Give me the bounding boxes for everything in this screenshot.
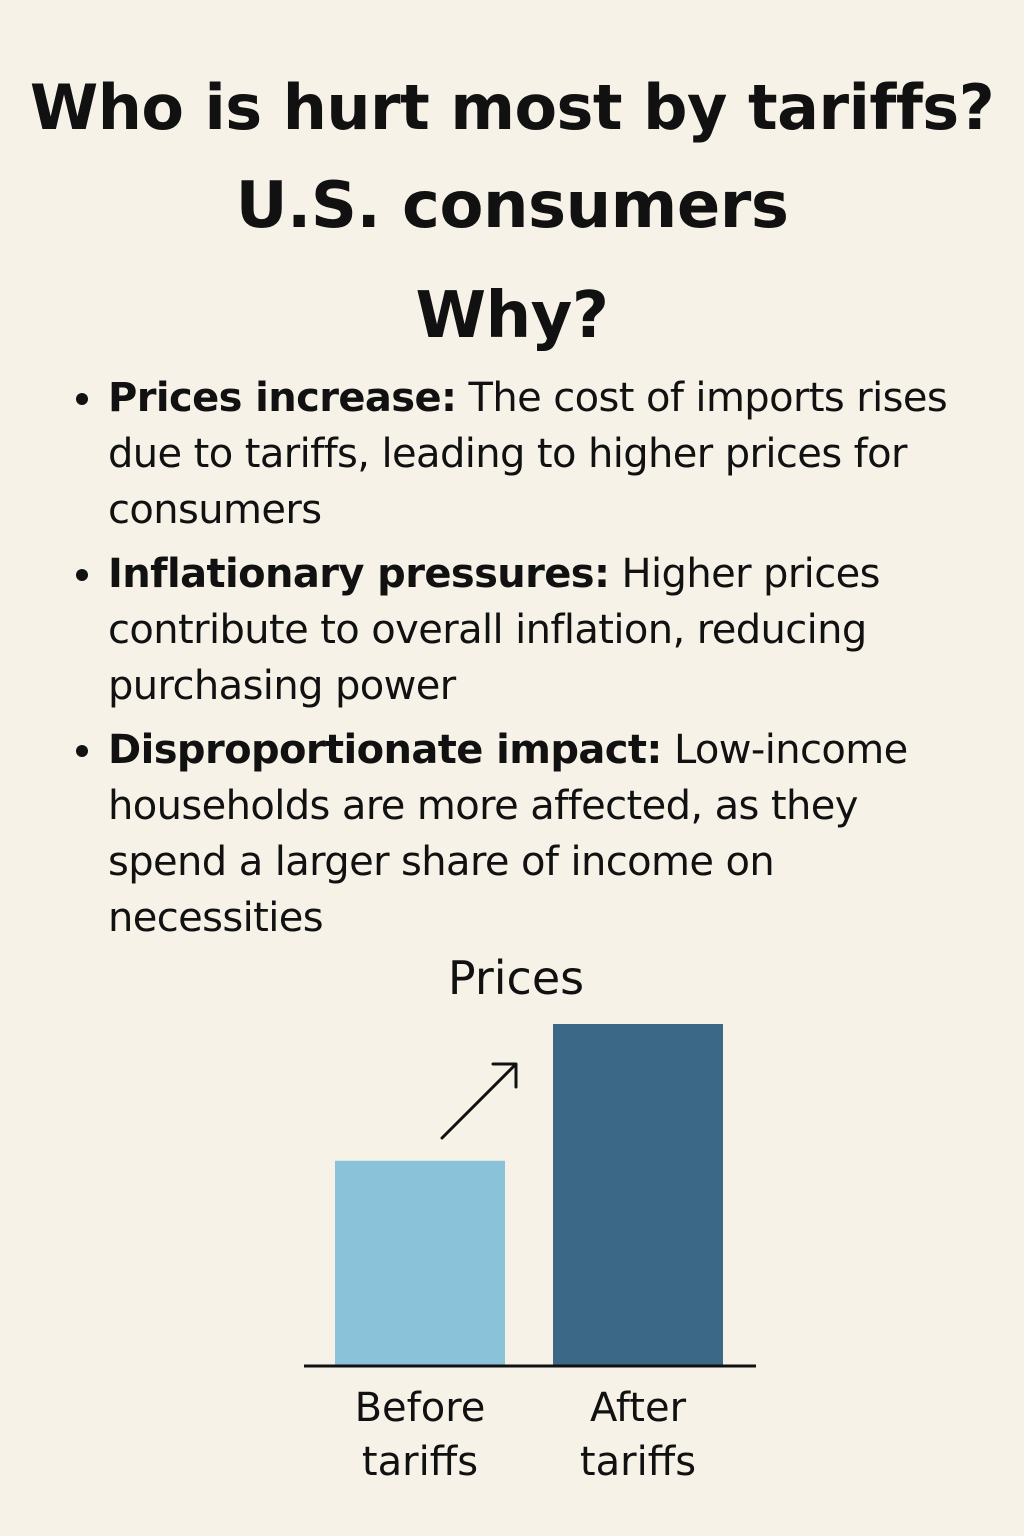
x-tick-label: After <box>590 1385 687 1431</box>
reason-heading: Inflationary pressures: <box>108 551 610 597</box>
reason-item-prices: Prices increase: The cost of imports ris… <box>76 370 988 538</box>
why-heading: Why? <box>415 279 610 353</box>
reason-heading: Prices increase: <box>108 375 457 421</box>
upward-arrow-icon <box>440 1062 518 1140</box>
reason-text: Higher prices contribute to overall infl… <box>108 551 880 709</box>
reason-item-impact: Disproportionate impact: Low-income hous… <box>76 722 988 946</box>
page-subtitle: U.S. consumers <box>235 169 789 243</box>
reason-heading: Disproportionate impact: <box>108 727 662 773</box>
price-chart-svg: Prices Before tariffs After tariffs <box>304 951 756 1485</box>
reason-item-inflation: Inflationary pressures: Higher prices co… <box>76 546 988 714</box>
price-chart: Prices Before tariffs After tariffs <box>0 930 1024 1520</box>
reason-text: The cost of imports rises due to tariffs… <box>108 375 948 533</box>
chart-title: Prices <box>448 951 584 1005</box>
reason-text: Low-income households are more affected,… <box>108 727 908 941</box>
bar-before-tariffs <box>335 1160 505 1366</box>
x-tick-label: tariffs <box>362 1439 478 1485</box>
reason-list: Prices increase: The cost of imports ris… <box>76 370 988 954</box>
page-title: Who is hurt most by tariffs? <box>29 71 995 144</box>
bar-after-tariffs <box>553 1024 723 1366</box>
x-tick-label: tariffs <box>580 1439 696 1485</box>
x-tick-label: Before <box>355 1385 486 1431</box>
